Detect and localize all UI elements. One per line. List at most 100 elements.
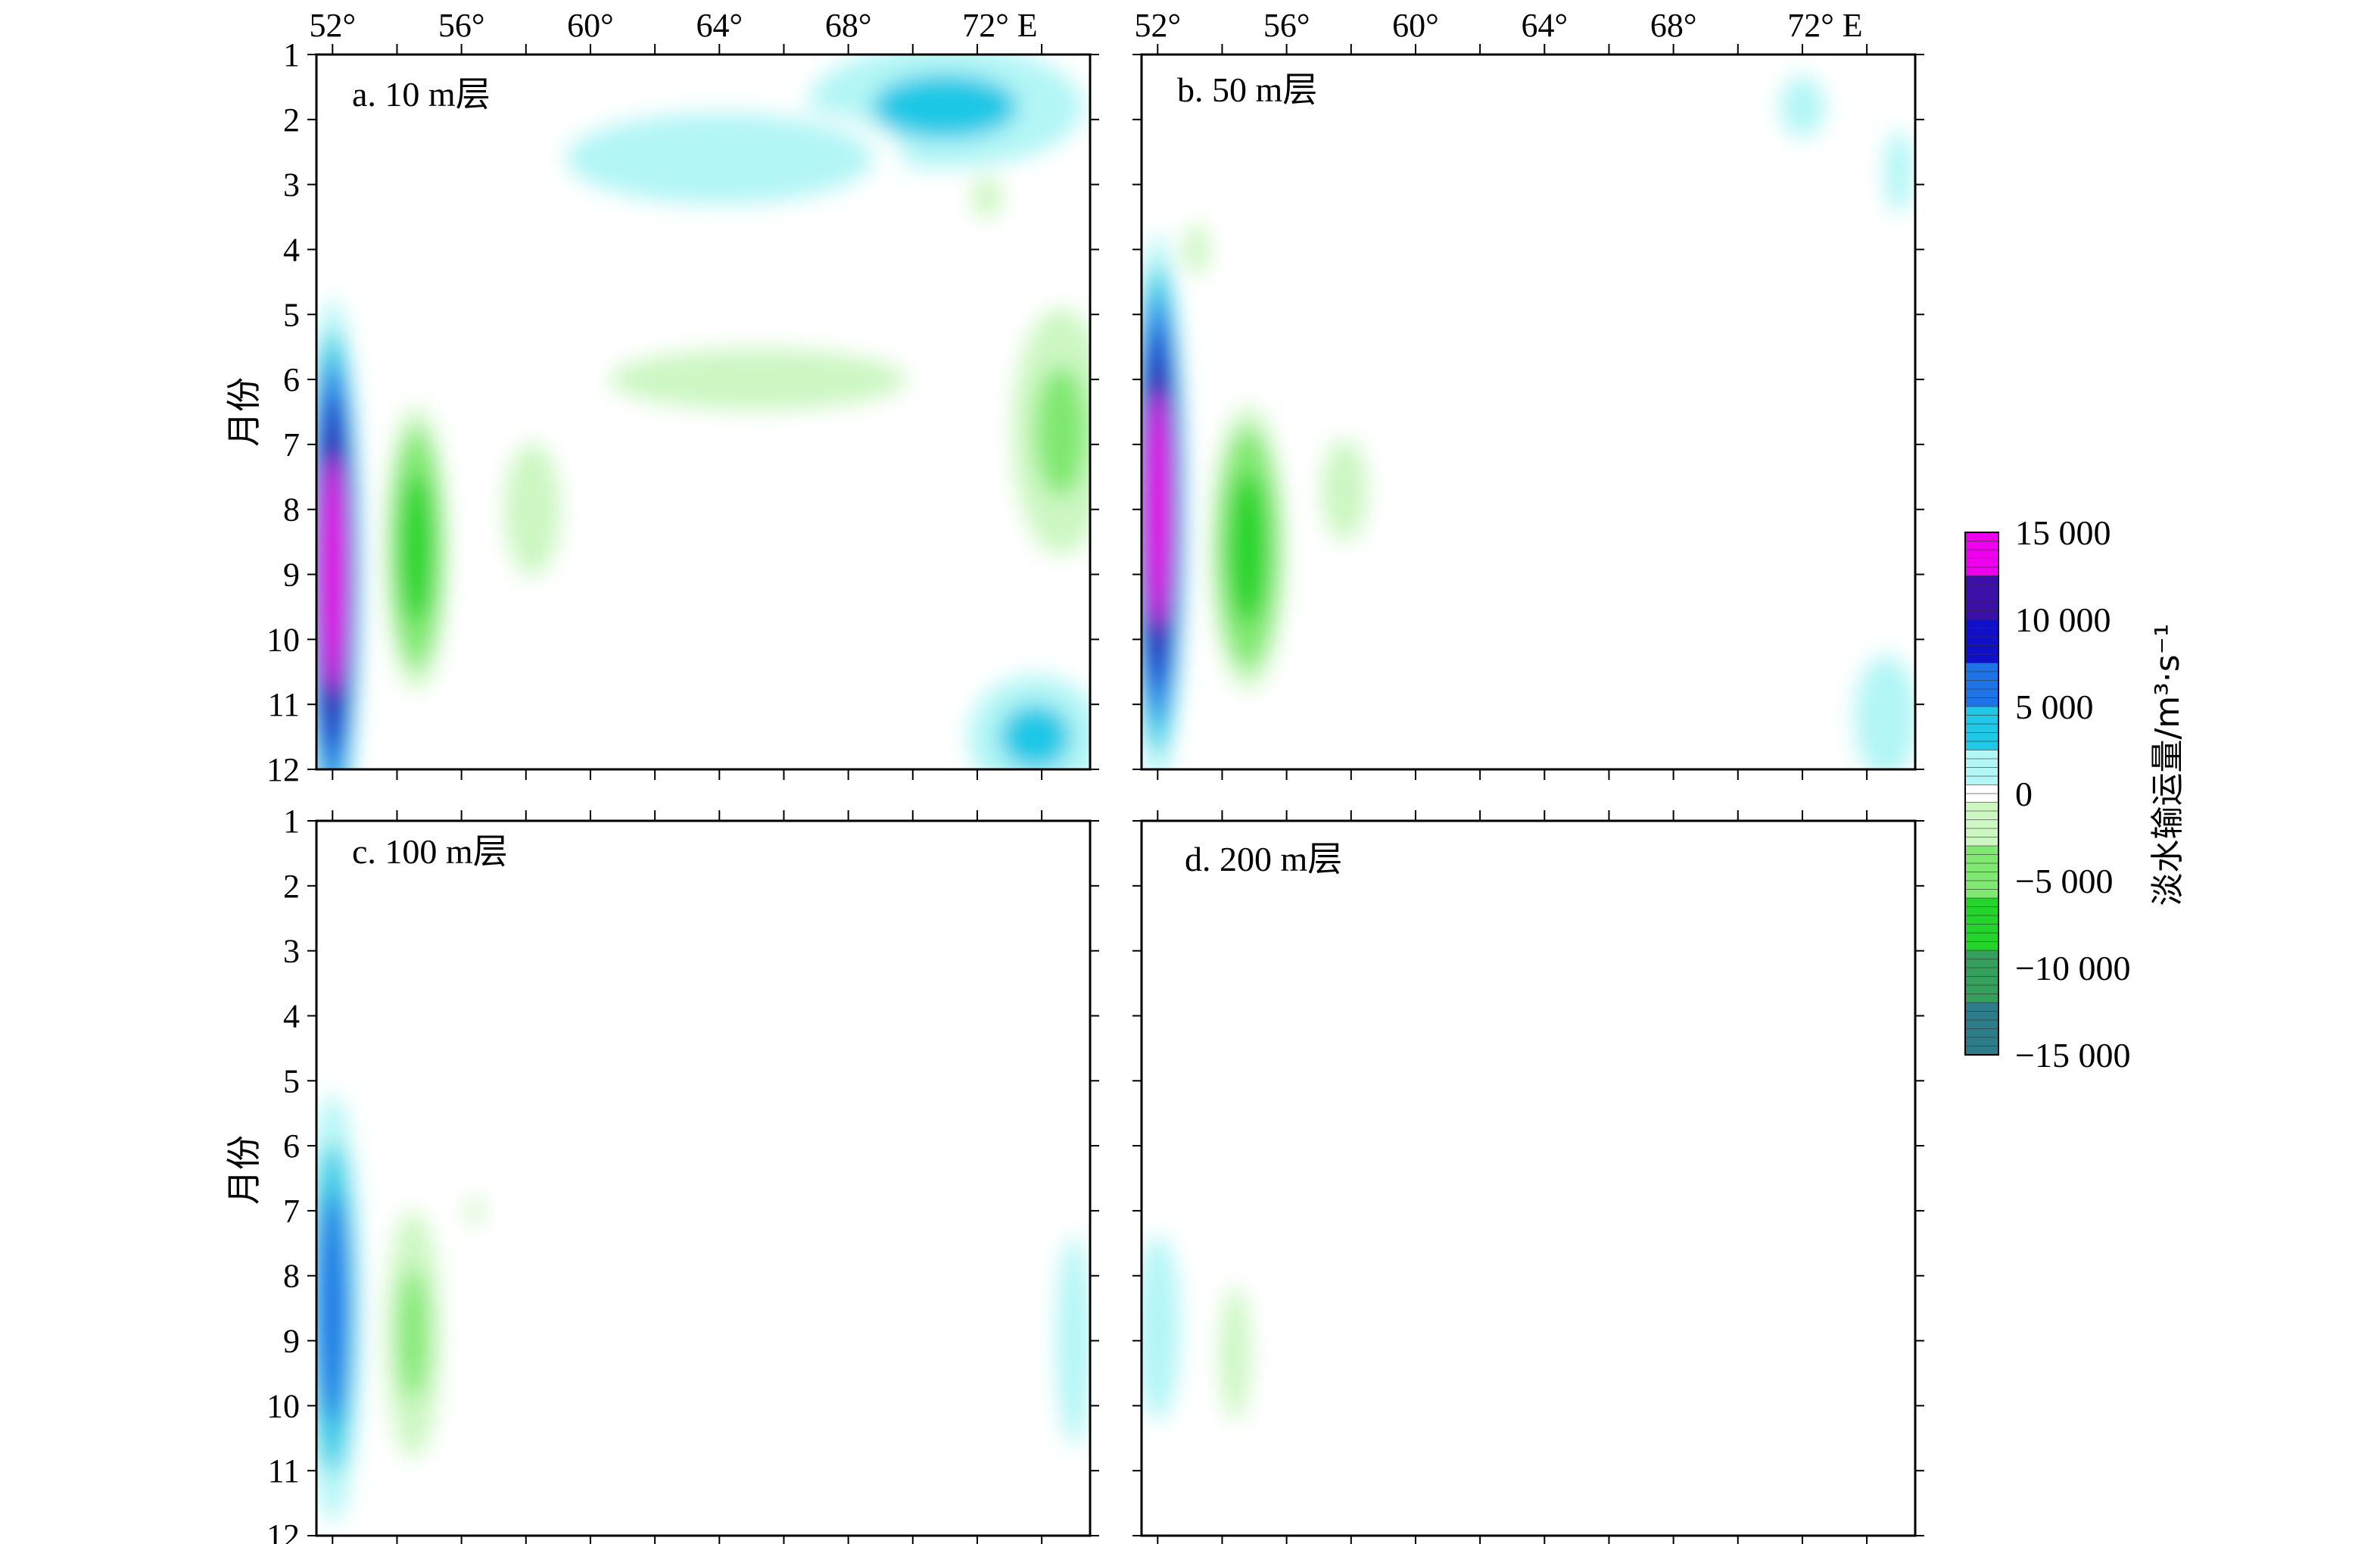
positive-transport-contour (1147, 1287, 1168, 1369)
colorbar-swatch (1964, 741, 1999, 751)
x-tick-label: 52° (309, 7, 356, 44)
colorbar-swatch (1964, 750, 1999, 760)
panel-d-label: d. 200 m层 (1185, 840, 1342, 878)
colorbar-swatch (1964, 872, 1999, 881)
x-tick-label: 56° (1263, 7, 1310, 44)
positive-transport-contour (1868, 683, 1905, 752)
panel-a-frame (315, 53, 1092, 771)
panel-d-200m: d. 200 m层 (1132, 810, 1924, 1544)
colorbar-swatch (1964, 784, 1999, 794)
y-tick-label: 6 (283, 1128, 300, 1165)
colorbar-swatch (1964, 697, 1999, 707)
colorbar-swatch (1964, 1002, 1999, 1012)
y-tick-label: 4 (283, 997, 300, 1034)
x-tick-label: 64° (696, 7, 743, 44)
colorbar-frame (1964, 532, 1999, 1056)
colorbar-swatch (1964, 819, 1999, 829)
colorbar-swatch (1964, 723, 1999, 734)
negative-transport-contour (1228, 1324, 1242, 1383)
colorbar-swatch (1964, 967, 1999, 978)
colorbar-swatch (1964, 671, 1999, 682)
positive-transport-contour (651, 138, 787, 179)
panel-d-frame (1140, 819, 1917, 1537)
x-tick-label: 52° (1134, 7, 1181, 44)
colorbar-swatch (1964, 628, 1999, 638)
colorbar-label: 淡水输运量/m³·s⁻¹ (2148, 623, 2187, 906)
x-tick-label: 56° (438, 7, 485, 44)
negative-transport-contour (980, 188, 994, 207)
colorbar-swatch (1964, 959, 1999, 969)
x-tick-label: 68° (825, 7, 872, 44)
colorbar-swatches (1964, 532, 1999, 1056)
panel-a-label: a. 10 m层 (352, 75, 491, 114)
colorbar-swatch (1964, 758, 1999, 769)
colorbar-swatch (1964, 906, 1999, 916)
colorbar-swatch (1964, 1019, 1999, 1030)
colorbar-tick-label: −5 000 (2015, 862, 2113, 900)
y-tick-label: 7 (283, 1193, 300, 1230)
colorbar-tick-label: 5 000 (2015, 688, 2094, 726)
positive-band-contour (320, 1217, 345, 1399)
y-tick-label: 1 (283, 36, 300, 73)
y-axis-label-top: 月份 (225, 377, 263, 447)
negative-transport-contour (1334, 466, 1355, 513)
y-tick-label: 8 (283, 1258, 300, 1295)
y-tick-label: 12 (266, 751, 300, 788)
colorbar-swatch (1964, 845, 1999, 856)
colorbar-swatch (1964, 680, 1999, 690)
negative-transport-contour (519, 479, 545, 539)
colorbar-swatch (1964, 1028, 1999, 1038)
colorbar-swatch (1964, 1011, 1999, 1021)
colorbar-swatch (1964, 619, 1999, 629)
panel-a-field (316, 55, 1090, 769)
positive-band-contour (320, 457, 345, 692)
negative-transport-contour (1042, 385, 1079, 477)
y-tick-label: 5 (283, 296, 300, 333)
colorbar-swatch (1964, 915, 1999, 925)
negative-transport-contour (403, 1288, 424, 1380)
colorbar-swatch (1964, 976, 1999, 986)
y-tick-label: 10 (266, 621, 300, 658)
positive-transport-contour (1064, 1284, 1085, 1398)
colorbar-swatch (1964, 941, 1999, 951)
y-tick-label: 9 (283, 1323, 300, 1360)
panel-b-50m: 52° 56° 60° 64° 68° 72° E b. 50 m层 (1132, 7, 1924, 780)
panel-d-ticks (1132, 810, 1924, 1544)
y-tick-label: 9 (283, 557, 300, 594)
colorbar-swatch (1964, 862, 1999, 873)
colorbar-swatch (1964, 566, 1999, 577)
panel-b-ticks: 52° 56° 60° 64° 68° 72° E (1132, 7, 1924, 780)
y-tick-label: 5 (283, 1062, 300, 1100)
colorbar-swatch (1964, 837, 1999, 847)
colorbar-swatch (1964, 636, 1999, 647)
colorbar-swatch (1964, 558, 1999, 568)
colorbar-swatch (1964, 793, 1999, 803)
x-tick-label: 64° (1521, 7, 1568, 44)
colorbar-swatch (1964, 688, 1999, 699)
colorbar-tick-label: −15 000 (2015, 1036, 2130, 1075)
colorbar-swatch (1964, 541, 1999, 551)
colorbar-swatch (1964, 897, 1999, 908)
negative-transport-contour (692, 366, 824, 394)
y-tick-label: 2 (283, 101, 300, 139)
y-tick-label: 7 (283, 426, 300, 463)
y-tick-label: 11 (268, 1452, 300, 1489)
colorbar-swatch (1964, 593, 1999, 603)
y-tick-label: 6 (283, 361, 300, 398)
colorbar-swatch (1964, 584, 1999, 594)
colorbar: 15 000 10 000 5 000 0 −5 000 −10 000 −15 000 淡… (1964, 513, 2187, 1075)
positive-transport-contour (1892, 153, 1906, 190)
colorbar-swatch (1964, 880, 1999, 891)
colorbar-swatch (1964, 767, 1999, 777)
colorbar-swatch (1964, 802, 1999, 812)
positive-transport-contour (1010, 714, 1061, 760)
y-tick-label: 1 (283, 803, 300, 840)
colorbar-ticks: 15 000 10 000 5 000 0 −5 000 −10 000 −15 000 (2015, 513, 2130, 1075)
y-tick-label: 3 (283, 167, 300, 204)
colorbar-swatch (1964, 993, 1999, 1003)
y-tick-label: 8 (283, 491, 300, 529)
negative-transport-contour (471, 1203, 478, 1218)
